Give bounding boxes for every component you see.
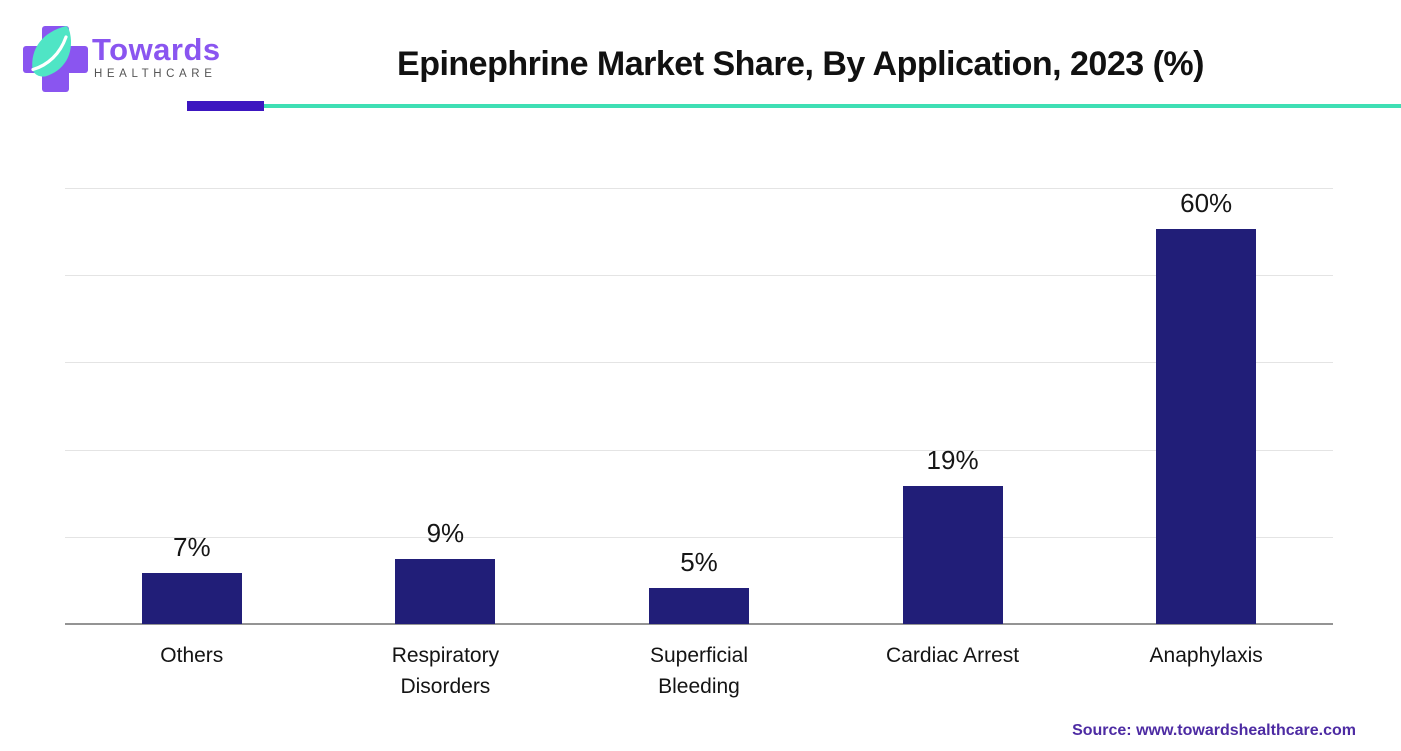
- gridline: [65, 188, 1333, 189]
- gridline: [65, 536, 1333, 538]
- gridline: [65, 275, 1333, 277]
- bar: [141, 573, 242, 624]
- bar-column: 60%: [1079, 188, 1333, 624]
- brand-logo: Towards HEALTHCARE: [20, 14, 320, 100]
- bar-value-label: 7%: [173, 532, 211, 563]
- category-label: Cardiac Arrest: [886, 644, 1020, 667]
- category-labels-row: Others Respiratory Disorders Superficial B…: [65, 640, 1333, 702]
- title-underline-purple-segment: [187, 101, 264, 111]
- brand-subtitle: HEALTHCARE: [94, 68, 217, 80]
- bars-container: 7% 9% 5% 19% 60%: [65, 188, 1333, 624]
- bar-value-label: 60%: [1180, 188, 1233, 218]
- brand-name: Towards: [92, 32, 221, 67]
- category-label: Respiratory Disorders: [391, 644, 500, 698]
- source-text: Source: www.towardshealthcare.com: [1072, 722, 1356, 739]
- bar-column: 5%: [572, 188, 826, 624]
- bar: [902, 485, 1003, 624]
- bar-column: 9%: [319, 188, 573, 624]
- bar-value-label: 9%: [426, 517, 465, 548]
- bar: [648, 587, 749, 624]
- bar-value-label: 19%: [926, 444, 979, 475]
- title-underline-teal-line: [264, 104, 1401, 108]
- category-label: Others: [160, 644, 224, 667]
- bar-value-label: 5%: [680, 546, 718, 577]
- bar: [1156, 229, 1257, 624]
- bar-column: 7%: [65, 188, 319, 624]
- x-axis-line: [65, 623, 1333, 625]
- bar-column: 19%: [826, 188, 1080, 624]
- chart-title: Epinephrine Market Share, By Application…: [397, 45, 1204, 83]
- gridline: [65, 449, 1333, 451]
- gridline: [65, 362, 1333, 364]
- plot-area: 7% 9% 5% 19% 60%: [65, 188, 1333, 625]
- category-label: Superficial Bleeding: [649, 644, 749, 698]
- leaf-icon: [29, 25, 79, 83]
- category-label: Anaphylaxis: [1149, 644, 1263, 667]
- bar: [395, 558, 496, 624]
